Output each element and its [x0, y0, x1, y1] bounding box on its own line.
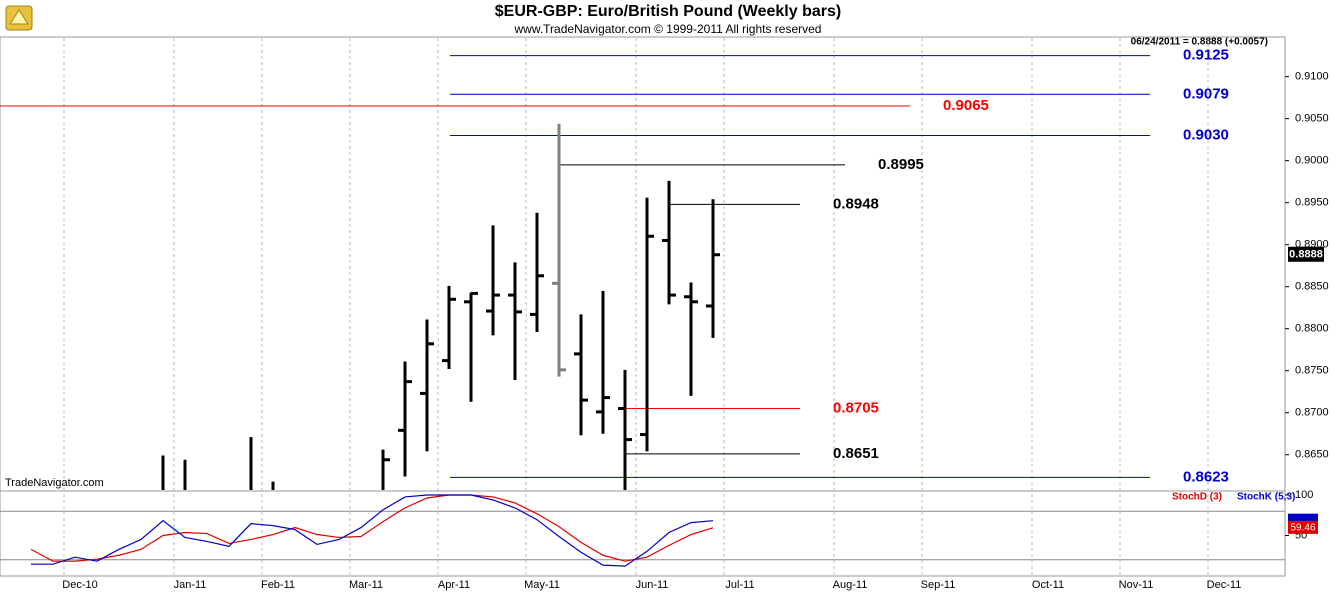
y-tick-label: 100: [1295, 489, 1313, 501]
y-tick-label: 0.9050: [1295, 113, 1329, 125]
price-plot: [0, 55, 1150, 490]
x-tick-label: Aug-11: [833, 579, 868, 591]
x-tick-label: Dec-10: [62, 579, 97, 591]
level-label: 0.8651: [833, 445, 879, 462]
x-tick-label: Jun-11: [636, 579, 669, 591]
status: 06/24/2011 = 0.8888 (+0.0057): [1131, 37, 1268, 48]
x-tick-label: Apr-11: [438, 579, 470, 591]
last-price-box: [1288, 246, 1324, 262]
x-tick-label: Feb-11: [261, 579, 295, 591]
chart-title: $EUR-GBP: Euro/British Pound (Weekly bar…: [495, 3, 841, 20]
level-label: 0.8623: [1183, 468, 1229, 485]
stoch-line: [31, 494, 714, 567]
indicator-plot: [30, 494, 714, 567]
last-price-label: 0.8888: [1289, 249, 1323, 261]
subtitle: www.TradeNavigator.com © 1999-2011 All r…: [514, 22, 822, 36]
level-label: 0.9030: [1183, 126, 1229, 143]
indicator-panel: [0, 490, 1286, 577]
level-label: 0.9079: [1183, 85, 1229, 102]
level-label: 0.8995: [878, 156, 924, 173]
d-value-label: 59.46: [1290, 522, 1315, 533]
legend-entry: StochD (3): [1172, 492, 1222, 503]
x-tick-label: Dec-11: [1207, 579, 1242, 591]
stoch-line: [30, 494, 714, 562]
y-tick-label: 0.9000: [1295, 155, 1329, 167]
x-tick-label: Sep-11: [921, 579, 956, 591]
y-tick-label: 0.8950: [1295, 197, 1329, 209]
level-label: 0.9125: [1183, 47, 1229, 64]
level-label: 0.9065: [943, 97, 989, 114]
y-tick-label: 0.9100: [1295, 71, 1329, 83]
x-tick-label: May-11: [524, 579, 560, 591]
x-tick-label: Mar-11: [349, 579, 383, 591]
y-tick-label: 0.8850: [1295, 281, 1329, 293]
level-label: 0.8705: [833, 399, 879, 416]
level-label: 0.8948: [833, 195, 879, 212]
y-tick-label: 0.8750: [1295, 365, 1329, 377]
x-tick-label: Jul-11: [725, 579, 754, 591]
y-tick-label: 0.8700: [1295, 407, 1329, 419]
x-tick-label: Jan-11: [174, 579, 207, 591]
legend-entry: StochK (5,3): [1237, 492, 1295, 503]
logo: [5, 5, 33, 31]
y-tick-label: 0.8800: [1295, 323, 1329, 335]
y-tick-label: 0.8650: [1295, 449, 1329, 461]
x-tick-label: Nov-11: [1119, 579, 1154, 591]
d-value-box: [1288, 520, 1318, 534]
watermark: TradeNavigator.com: [5, 477, 104, 489]
x-tick-label: Oct-11: [1032, 579, 1064, 591]
